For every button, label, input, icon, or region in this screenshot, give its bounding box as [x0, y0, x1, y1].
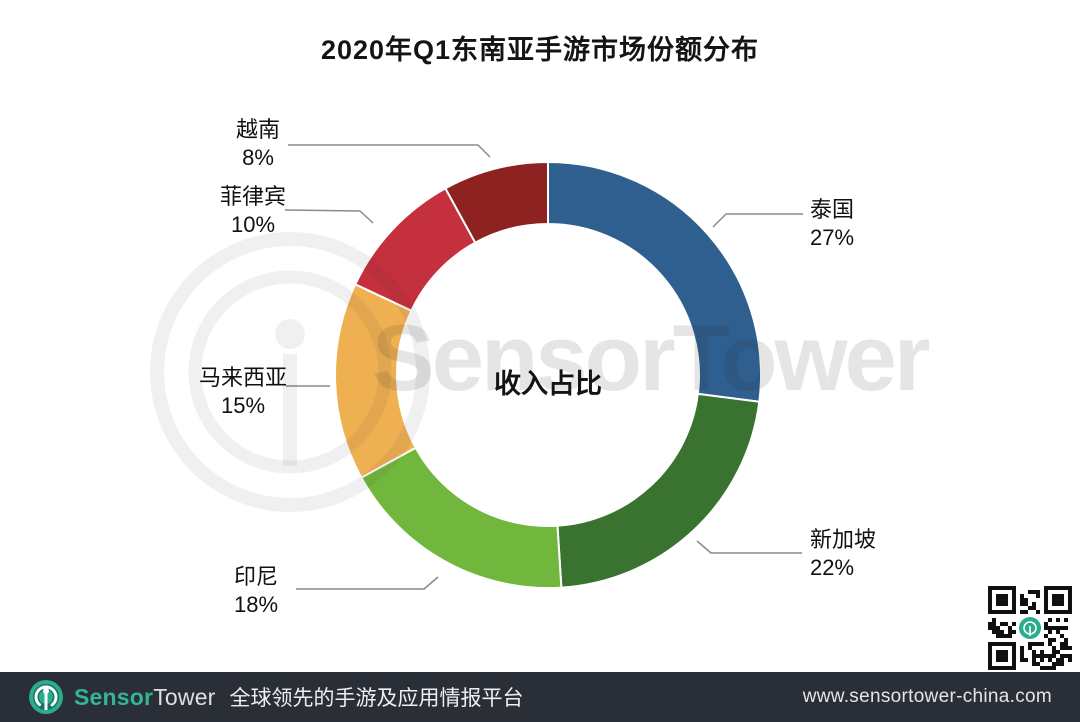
slice-label-泰国: 泰国 27% [810, 196, 854, 252]
donut-segment-新加坡 [556, 392, 761, 589]
slice-label-新加坡: 新加坡 22% [810, 526, 876, 582]
leader-line-印尼 [296, 576, 439, 590]
slice-label-value: 22% [810, 555, 855, 580]
qr-code-image [986, 584, 1074, 672]
slice-label-name: 菲律宾 [219, 184, 286, 209]
leader-line-越南 [288, 144, 491, 158]
slice-label-name: 新加坡 [810, 527, 877, 552]
qr-code [986, 584, 1074, 672]
slice-label-value: 8% [242, 145, 274, 170]
footer-url: www.sensortower-china.com [802, 686, 1052, 707]
donut-segment-越南 [444, 160, 549, 245]
leader-line-新加坡 [696, 540, 802, 554]
footer-tagline: 全球领先的手游及应用情报平台 [229, 687, 524, 710]
donut-chart [284, 144, 803, 590]
donut-segment-马来西亚 [334, 282, 418, 479]
footer-bar: SensorTower 全球领先的手游及应用情报平台 www.sensortow… [0, 672, 1080, 722]
slice-label-value: 27% [810, 225, 855, 250]
slice-label-name: 马来西亚 [198, 365, 287, 390]
brand-sensor-text: Sensor [74, 683, 154, 710]
slice-label-印尼: 印尼 18% [191, 563, 321, 619]
brand-tower-text: Tower [153, 683, 216, 710]
page-title: 2020年Q1东南亚手游市场份额分布 [320, 35, 760, 65]
brand-wordmark: SensorTower [74, 684, 216, 711]
slice-label-马来西亚: 马来西亚 15% [158, 364, 328, 420]
slice-label-菲律宾: 菲律宾 10% [183, 183, 323, 239]
donut-segment-印尼 [359, 446, 563, 589]
leader-line-菲律宾 [284, 209, 374, 224]
donut-center-label: 收入占比 [494, 369, 602, 399]
slice-label-value: 15% [220, 393, 266, 418]
slice-label-name: 越南 [235, 117, 280, 142]
slice-label-name: 泰国 [810, 197, 855, 222]
slice-label-name: 印尼 [233, 564, 278, 589]
slice-label-value: 10% [230, 212, 276, 237]
footer-brand: SensorTower 全球领先的手游及应用情报平台 [28, 679, 524, 715]
slice-label-越南: 越南 8% [198, 116, 318, 172]
leader-line-泰国 [712, 213, 803, 228]
sensortower-logo-icon [29, 680, 63, 714]
slice-label-value: 18% [233, 592, 279, 617]
